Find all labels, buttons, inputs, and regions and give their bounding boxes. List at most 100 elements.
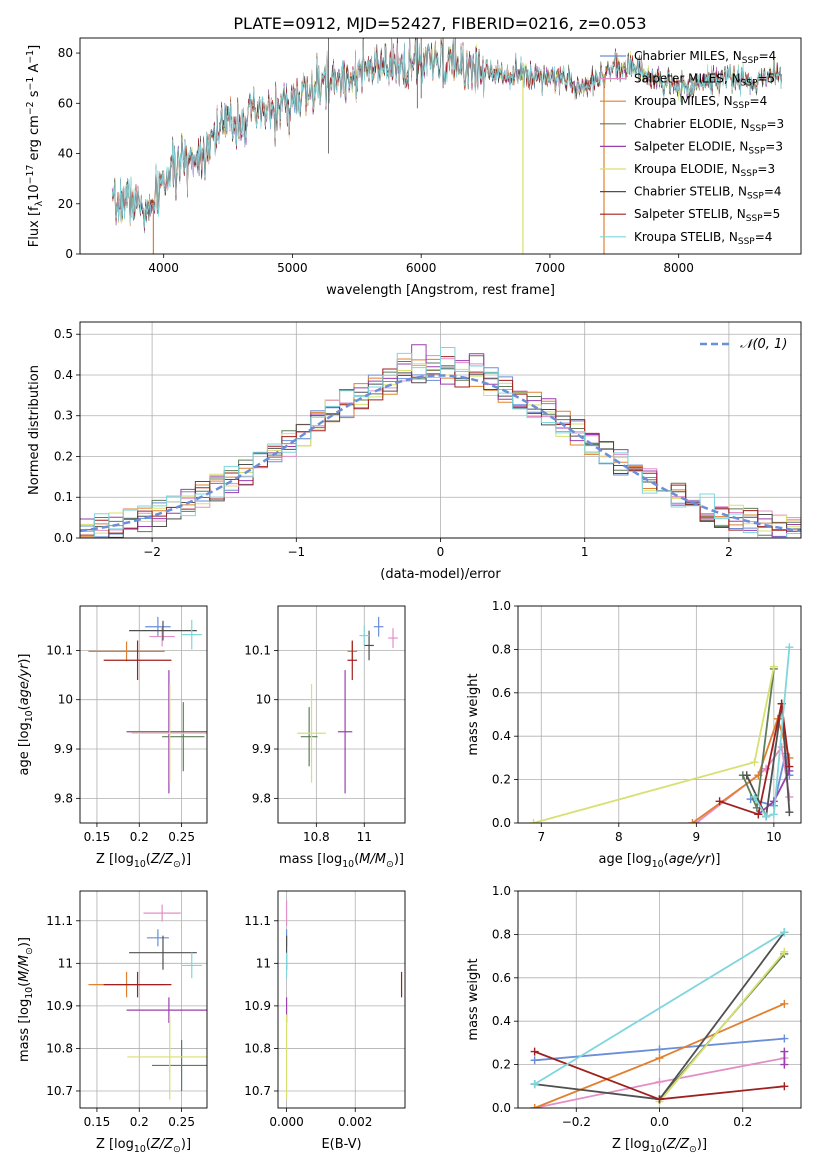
residuals-panel: −2 −1 0 1 2 0.0 0.1 0.2 0.3 0.4 0.5 𝒩(0, 1) (data-mo… [27,321,802,582]
y-tick-label: 0.8 [492,642,511,656]
weight-marker [780,1034,789,1043]
legend-entry-salpeter-miles: Salpeter MILES, NSSP=5 [634,72,775,89]
x-tick-label: −0.2 [562,1115,591,1129]
point-salpeter-elodie [126,670,207,794]
point-salpeter-stelib [103,971,172,998]
x-tick-label: 8 [615,830,623,844]
y-tick-label: 40 [58,147,73,161]
weight-marker [530,1104,539,1108]
spectrum-panel: 4000 5000 6000 7000 8000 0 20 40 60 80 wavelength … [25,37,802,298]
y-tick-label: 9.9 [54,742,73,756]
point-kroupa-elodie [127,1014,207,1100]
mass_weight_vs_age-panel: 7 8 9 10 0.0 0.2 0.4 0.6 0.8 1.0 age [log10(age/yr… [466,599,802,870]
weight-marker [750,758,759,767]
x-tick-label: 5000 [277,261,308,275]
weight-marker [785,808,794,817]
mass_vs_Z-grid [80,891,207,1108]
age_vs_mass-grid [278,606,405,823]
age_vs_mass-plot [297,616,398,794]
weight-marker [785,762,794,771]
point-kroupa-elodie [297,683,326,783]
weight-marker [769,662,778,671]
x-tick-label: 9 [693,830,701,844]
y-tick-label: 11 [256,956,271,970]
age_vs_Z-xlabel: Z [log10(Z/Z⊙)] [96,852,191,870]
mass_weight_vs_age-xlabel: age [log10(age/yr)] [598,852,720,870]
y-tick-label: 0.6 [492,971,511,985]
weight-marker [655,1045,664,1054]
x-tick-label: 0 [437,545,445,559]
point-kroupa-miles [88,641,165,662]
spectrum-ylabel: Flux [fλ10−17 erg cm−2 s−1 A−1] [25,45,45,247]
y-tick-label: 0.4 [492,1014,511,1028]
point-kroupa-stelib [181,952,202,979]
weight-marker [762,812,771,821]
y-tick-label: 10.9 [244,999,271,1013]
y-tick-label: 0.2 [54,449,73,463]
mass_vs_ebv-plot [285,900,403,1100]
x-tick-label: 1 [581,545,589,559]
point-salpeter-stelib [347,640,358,680]
age_vs_Z-plot [88,616,207,794]
x-tick-label: 7000 [535,261,566,275]
point-chabrier-stelib [129,620,197,641]
figure-title: PLATE=0912, MJD=52427, FIBERID=0216, z=0… [233,14,646,33]
point-kroupa-stelib [359,625,370,646]
x-tick-label: 4000 [148,261,179,275]
x-tick-label: 0.2 [130,1115,149,1129]
y-tick-label: 10.8 [244,1041,271,1055]
y-tick-label: 1.0 [492,599,511,613]
x-tick-label: 0.0 [650,1115,669,1129]
mass_vs_Z-xlabel: Z [log10(Z/Z⊙)] [96,1137,191,1155]
mass_vs_Z-plot [88,904,207,1100]
y-tick-label: 10.7 [244,1084,271,1098]
point-salpeter-miles [143,904,181,922]
weight-marker [530,1047,539,1056]
point-chabrier-miles [373,616,384,637]
spectrum-plot [111,38,782,254]
residuals-plot [80,344,801,538]
mass_vs_Z-frame [79,890,208,1109]
y-tick-label: 10.7 [46,1084,73,1098]
x-tick-label: 10 [766,830,781,844]
age_vs_mass-frame [277,605,406,824]
point-kroupa-stelib [181,619,202,650]
x-tick-label: 10.8 [303,830,330,844]
weight-line-kroupa-stelib [753,647,791,818]
y-tick-label: 1.0 [492,884,511,898]
residuals-ylabel: Normed distribution [27,365,42,495]
weight-marker [780,1060,789,1069]
y-tick-label: 0 [65,247,73,261]
point-salpeter-elodie [126,997,207,1023]
legend-entry-kroupa-stelib: Kroupa STELIB, NSSP=4 [634,230,772,247]
gaussian-curve [80,374,801,533]
weight-marker [715,797,724,806]
spectrum-xlabel: wavelength [Angstrom, rest frame] [326,283,555,298]
weight-line-kroupa-elodie [533,666,775,823]
mass_weight_vs_Z-grid [518,890,801,1109]
y-tick-label: 0.6 [492,686,511,700]
mass_weight_vs_age-frame [517,605,802,824]
y-tick-label: 10.8 [46,1041,73,1055]
legend-entry-salpeter-elodie: Salpeter ELODIE, NSSP=3 [634,139,783,156]
y-tick-label: 10 [256,693,271,707]
mass_weight_vs_Z-panel: −0.2 0.0 0.2 0.0 0.2 0.4 0.6 0.8 1.0 Z [log10(Z/Z… [466,884,802,1155]
residuals-frame [79,321,802,539]
mass_vs_Z-ylabel: mass [log10(M/M⊙)] [17,937,35,1062]
spectrum-line-chabrier-miles [111,38,602,234]
y-tick-label: 9.8 [252,791,271,805]
point-chabrier-miles [145,616,171,637]
y-tick-label: 80 [58,46,73,60]
weight-line-kroupa-stelib [534,931,785,1085]
weight-marker [780,1047,789,1056]
age_vs_mass-panel: 10.8 11 9.8 9.9 10 10.1 mass [log10(M/M⊙)] [244,605,406,870]
y-tick-label: 0.0 [492,1101,511,1115]
legend-entry-chabrier-miles: Chabrier MILES, NSSP=4 [634,49,776,66]
x-tick-label: 0.25 [168,830,195,844]
weight-marker [530,1080,539,1089]
x-tick-label: 11 [357,830,372,844]
mass_weight_vs_Z-ylabel: mass weight [466,958,481,1040]
weight-marker [530,1056,539,1065]
weight-marker [769,797,778,806]
weight-marker [655,1077,664,1086]
